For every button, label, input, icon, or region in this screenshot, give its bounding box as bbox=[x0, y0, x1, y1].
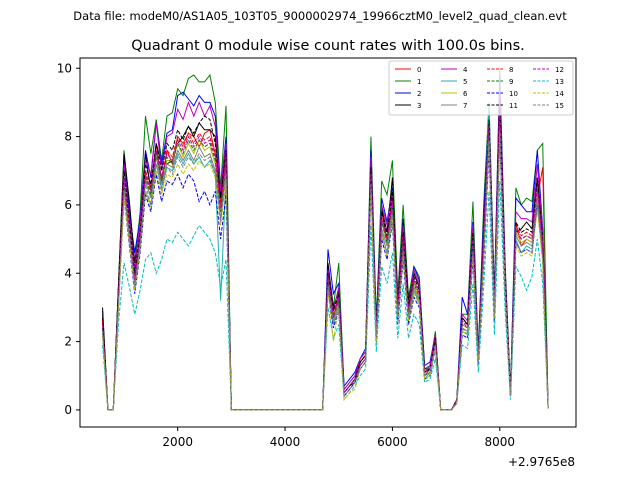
legend-label-3: 3 bbox=[417, 102, 421, 110]
x-axis: 2000 4000 6000 8000 bbox=[162, 427, 515, 449]
y-tick-label: 4 bbox=[64, 266, 72, 280]
y-axis: 0 2 4 6 8 10 bbox=[57, 61, 80, 417]
plot-frame bbox=[79, 57, 577, 428]
y-tick-label: 0 bbox=[64, 403, 72, 417]
x-tick-label: 8000 bbox=[485, 435, 516, 449]
y-tick-label: 8 bbox=[64, 130, 72, 144]
legend-label-12: 12 bbox=[555, 66, 564, 74]
chart-title: Quadrant 0 module wise count rates with … bbox=[131, 38, 525, 54]
legend-box bbox=[388, 60, 574, 116]
legend-label-11: 11 bbox=[509, 102, 518, 110]
y-tick-label: 10 bbox=[57, 61, 72, 75]
legend-label-1: 1 bbox=[417, 78, 421, 86]
y-tick-label: 2 bbox=[64, 335, 72, 349]
legend-label-6: 6 bbox=[463, 90, 468, 98]
plot-lines bbox=[102, 68, 549, 411]
legend-label-8: 8 bbox=[509, 66, 513, 74]
legend-label-4: 4 bbox=[463, 66, 468, 74]
x-tick-label: 6000 bbox=[377, 435, 408, 449]
x-tick-label: 2000 bbox=[162, 435, 193, 449]
series-line-15 bbox=[102, 129, 549, 411]
series-line-10 bbox=[102, 136, 549, 411]
y-tick-label: 6 bbox=[64, 198, 72, 212]
legend-label-2: 2 bbox=[417, 90, 421, 98]
chart-suptitle: Data file: modeM0/AS1A05_103T05_90000029… bbox=[73, 9, 567, 23]
x-tick-label: 4000 bbox=[270, 435, 301, 449]
x-offset-label: +2.9765e8 bbox=[508, 455, 575, 469]
legend-label-9: 9 bbox=[509, 78, 513, 86]
legend-label-10: 10 bbox=[509, 90, 518, 98]
legend-label-0: 0 bbox=[417, 66, 421, 74]
legend-label-14: 14 bbox=[555, 90, 564, 98]
legend-label-5: 5 bbox=[463, 78, 467, 86]
legend-label-15: 15 bbox=[555, 102, 564, 110]
legend-label-7: 7 bbox=[463, 102, 467, 110]
legend-label-13: 13 bbox=[555, 78, 564, 86]
